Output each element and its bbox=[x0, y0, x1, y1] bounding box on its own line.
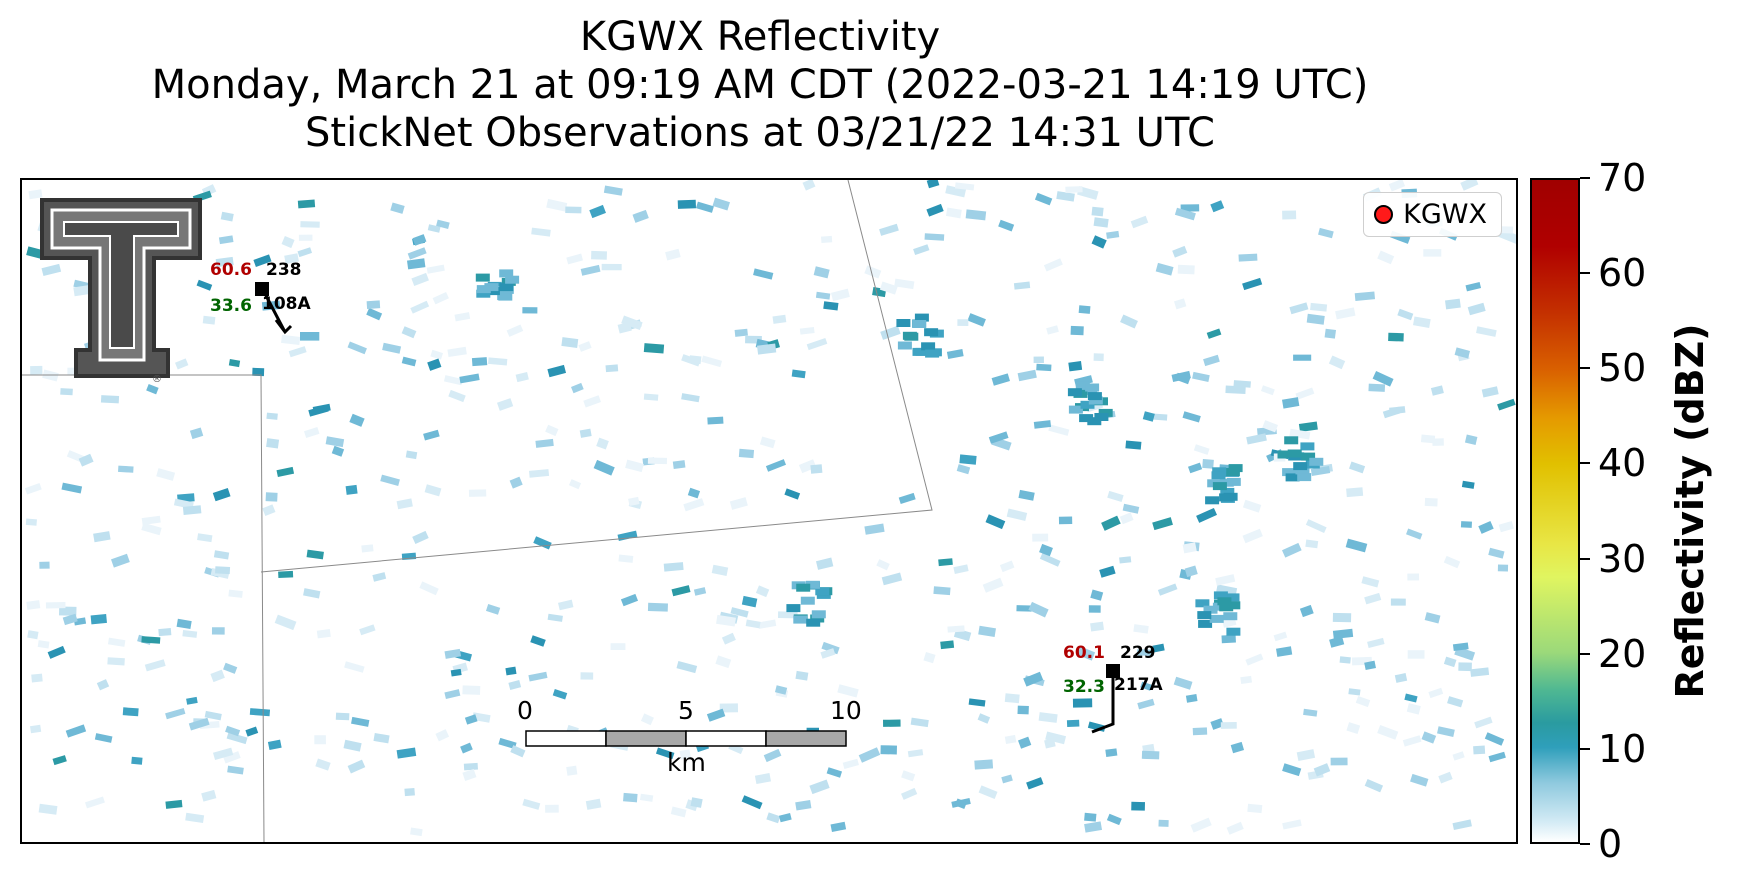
title-line-3: StickNet Observations at 03/21/22 14:31 … bbox=[305, 110, 1215, 156]
radar-site-marker-icon bbox=[1374, 205, 1394, 224]
colorbar-label: Reflectivity (dBZ) bbox=[1668, 323, 1712, 699]
colorbar-tick-label: 70 bbox=[1598, 156, 1647, 200]
colorbar-tick-mark bbox=[1580, 272, 1590, 275]
colorbar-tick-mark bbox=[1580, 747, 1590, 750]
station-217a-marker bbox=[1091, 664, 1120, 734]
legend-label: KGWX bbox=[1403, 199, 1487, 230]
scalebar-unit: km bbox=[667, 748, 706, 777]
station-217a-temp: 60.1 bbox=[1063, 643, 1105, 663]
radar-map: ® 60.6 238 33.6 108A 60.1 229 32.3 217A … bbox=[20, 178, 1518, 844]
station-217a-dewpoint: 32.3 bbox=[1063, 677, 1105, 697]
scalebar-label-0: 0 bbox=[517, 696, 533, 725]
station-108a-marker bbox=[255, 282, 293, 335]
reflectivity-colorbar bbox=[1530, 178, 1580, 844]
colorbar-tick-label: 0 bbox=[1598, 822, 1623, 866]
title-line-1: KGWX Reflectivity bbox=[579, 14, 941, 60]
colorbar-tick-mark bbox=[1580, 843, 1590, 845]
texas-tech-logo bbox=[40, 198, 202, 378]
colorbar-tick-label: 50 bbox=[1598, 346, 1647, 391]
colorbar-tick-label: 20 bbox=[1598, 631, 1647, 676]
colorbar-tick-label: 10 bbox=[1598, 726, 1647, 771]
colorbar-tick-mark bbox=[1580, 652, 1590, 655]
colorbar-tick-label: 40 bbox=[1598, 441, 1647, 486]
station-108a-temp: 60.6 bbox=[210, 260, 252, 280]
title-line-2: Monday, March 21 at 09:19 AM CDT (2022-0… bbox=[151, 62, 1369, 108]
station-108a-wind-dir: 238 bbox=[266, 260, 302, 280]
scale-bar bbox=[525, 730, 847, 747]
colorbar-tick-label: 60 bbox=[1598, 251, 1647, 296]
scalebar-label-5: 5 bbox=[678, 696, 694, 725]
colorbar-tick-mark bbox=[1580, 367, 1590, 370]
map-legend: KGWX bbox=[1363, 192, 1502, 237]
station-217a-id: 217A bbox=[1114, 675, 1163, 695]
station-108a-id: 108A bbox=[262, 294, 311, 314]
scalebar-label-10: 10 bbox=[830, 696, 862, 725]
colorbar-tick-mark bbox=[1580, 462, 1590, 465]
colorbar-tick-mark bbox=[1580, 557, 1590, 560]
colorbar-tick-label: 30 bbox=[1598, 536, 1647, 581]
colorbar-tick-mark bbox=[1580, 177, 1590, 179]
station-108a-dewpoint: 33.6 bbox=[210, 296, 252, 316]
logo-registered-mark: ® bbox=[152, 374, 162, 385]
station-217a-wind-dir: 229 bbox=[1120, 643, 1156, 663]
